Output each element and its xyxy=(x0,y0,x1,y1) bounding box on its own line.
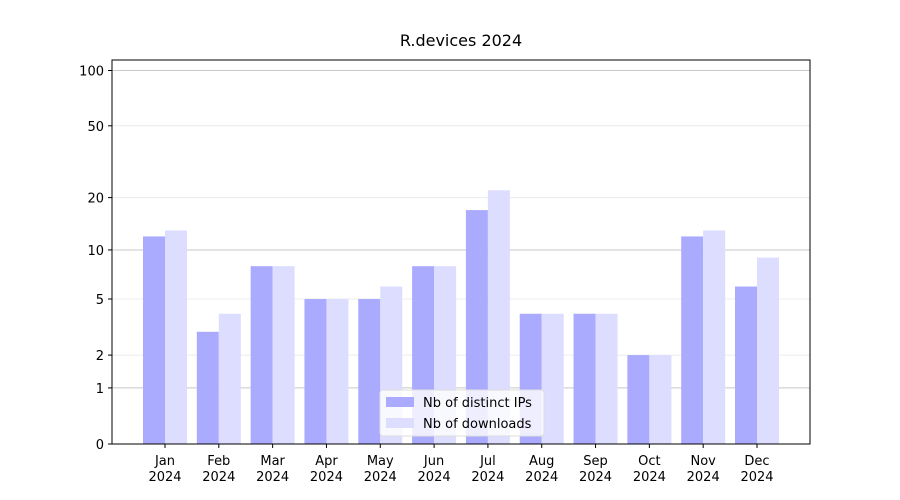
x-tick-label: Jan 2024 xyxy=(148,454,181,485)
x-tick-label: Jul 2024 xyxy=(471,454,504,485)
x-tick-label: Jun 2024 xyxy=(418,454,451,485)
legend-label: Nb of distinct IPs xyxy=(423,396,532,411)
plot-frame xyxy=(111,59,811,445)
x-tick-label: Feb 2024 xyxy=(202,454,235,485)
bar xyxy=(326,298,349,444)
x-tick-label: Sep 2024 xyxy=(579,454,612,485)
bar xyxy=(541,313,564,444)
x-tick-label: Apr 2024 xyxy=(310,454,343,485)
bar xyxy=(465,210,488,444)
x-tick-label: Dec 2024 xyxy=(740,454,773,485)
x-tick-label: Oct 2024 xyxy=(633,454,666,485)
bar xyxy=(487,190,510,444)
bar xyxy=(595,313,618,444)
legend-box xyxy=(379,389,545,437)
legend-swatch xyxy=(386,397,414,407)
bar xyxy=(735,286,757,444)
y-tick-label: 10 xyxy=(87,244,104,259)
x-tick-label: Nov 2024 xyxy=(687,454,720,485)
y-tick-label: 20 xyxy=(87,192,104,207)
bar xyxy=(304,298,327,444)
legend-swatch xyxy=(386,418,414,428)
bar xyxy=(573,313,596,444)
bar xyxy=(358,298,381,444)
y-tick-label: 50 xyxy=(87,120,104,135)
bar xyxy=(165,230,187,444)
legend-label: Nb of downloads xyxy=(423,417,532,432)
y-tick-label: 1 xyxy=(96,382,104,397)
bar xyxy=(703,230,726,444)
bar xyxy=(250,266,273,444)
y-tick-label: 5 xyxy=(96,293,104,308)
bar xyxy=(649,355,672,444)
bar xyxy=(627,355,650,444)
bar xyxy=(757,257,779,444)
x-tick-label: May 2024 xyxy=(364,454,397,485)
bar xyxy=(218,313,241,444)
bar xyxy=(681,236,704,444)
x-tick-label: Mar 2024 xyxy=(256,454,289,485)
y-tick-label: 2 xyxy=(96,349,104,364)
x-tick-label: Aug 2024 xyxy=(525,454,558,485)
chart-title: R.devices 2024 xyxy=(400,31,522,50)
bar xyxy=(143,236,165,444)
y-tick-label: 0 xyxy=(96,438,104,453)
bar xyxy=(196,331,219,444)
bar xyxy=(272,266,295,444)
y-tick-label: 100 xyxy=(79,65,104,80)
